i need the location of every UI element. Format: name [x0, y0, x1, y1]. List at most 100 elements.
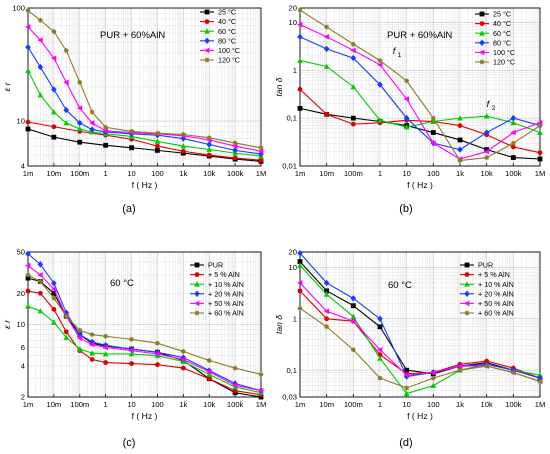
x-tick-label: 100k: [505, 169, 522, 178]
data-point: [37, 290, 43, 296]
data-point: [537, 129, 543, 135]
y-tick-label: 2: [21, 393, 25, 402]
data-point: [102, 127, 109, 134]
data-point: [324, 288, 330, 294]
legend-marker: [479, 30, 485, 36]
data-point: [37, 91, 44, 98]
x-axis-label: f ( Hz ): [132, 180, 158, 190]
chart-panel-3: 1m 10m 100m 1 10 100 1k 10k 100k 1M 2 4 6 10 20 50 f ( H…: [2, 248, 266, 421]
data-point: [324, 111, 330, 117]
x-tick-label: 1m: [23, 400, 34, 409]
series-line: [299, 36, 541, 151]
panel-annotation: PUR + 60%AlN: [387, 30, 452, 41]
series-line: [299, 252, 541, 379]
data-point: [377, 324, 383, 330]
y-tick-label: 4: [21, 361, 25, 370]
data-point: [25, 303, 31, 309]
x-tick-label: 1M: [256, 169, 267, 178]
data-point: [103, 333, 109, 339]
legend-label: 60 °C: [493, 29, 511, 38]
data-point: [77, 327, 83, 333]
data-point: [297, 249, 303, 257]
data-point: [154, 349, 161, 356]
y-tick-label: 10: [289, 263, 297, 272]
data-point: [76, 105, 83, 111]
data-point: [377, 375, 383, 381]
data-point: [232, 140, 238, 146]
y-tick-label: 10: [17, 320, 25, 329]
data-point: [297, 21, 303, 28]
data-point: [510, 129, 516, 136]
data-point: [510, 155, 516, 160]
x-axis-label: f ( Hz ): [407, 180, 433, 190]
data-point: [25, 275, 31, 281]
frequency-annotation-subscript: 2: [492, 105, 496, 112]
y-tick-label: 50: [17, 248, 25, 257]
data-point: [484, 147, 490, 153]
data-point: [483, 113, 490, 119]
data-point: [510, 370, 516, 375]
data-point: [537, 372, 543, 378]
y-axis-label: tan δ: [274, 77, 284, 96]
x-tick-label: 10: [402, 400, 410, 409]
data-point: [51, 109, 57, 115]
legend-label: 100 °C: [218, 46, 240, 55]
legend-marker: [194, 262, 200, 268]
y-tick-label: 20: [17, 289, 25, 298]
data-point: [350, 313, 357, 320]
data-point: [51, 280, 57, 287]
x-tick-label: 1: [104, 169, 108, 178]
legend-label: + 5 % AlN: [208, 270, 240, 279]
y-tick-label: 100: [12, 4, 25, 13]
data-point: [430, 118, 437, 124]
x-tick-label: 10m: [46, 400, 61, 409]
data-point: [404, 385, 410, 391]
y-tick-label: 0,1: [286, 366, 297, 375]
data-point: [457, 115, 463, 121]
legend-marker: [464, 262, 470, 268]
data-point: [297, 105, 303, 111]
data-point: [457, 367, 463, 373]
legend-label: PUR: [478, 261, 493, 270]
panel-caption: (d): [399, 437, 412, 449]
data-point: [77, 139, 83, 145]
series-4: [297, 33, 543, 153]
series-3: [25, 303, 264, 396]
series-line: [299, 24, 541, 160]
data-point: [350, 41, 356, 47]
x-tick-label: 1M: [535, 400, 546, 409]
data-point: [37, 63, 44, 71]
x-tick-label: 10k: [481, 169, 493, 178]
data-point: [89, 120, 95, 126]
data-point: [89, 357, 95, 362]
data-point: [206, 368, 212, 375]
series-3: [297, 57, 543, 135]
data-point: [103, 360, 109, 365]
data-point: [457, 363, 463, 369]
series-line: [299, 290, 541, 379]
data-point: [324, 24, 330, 30]
series-2: [25, 119, 264, 163]
data-point: [63, 334, 70, 340]
x-tick-label: 10k: [481, 400, 493, 409]
data-point: [404, 78, 410, 84]
data-point: [128, 347, 134, 354]
data-point: [25, 67, 31, 73]
x-tick-label: 10k: [203, 169, 215, 178]
x-tick-label: 100: [151, 169, 164, 178]
chart-panel-1: 1m 10m 100m 1 10 100 1k 10k 100k 1M 4 10 100 f ( Hz )…: [2, 4, 266, 190]
legend-marker: [204, 37, 210, 44]
y-axis-label: tan δ: [274, 315, 284, 334]
data-point: [63, 313, 69, 319]
panel-caption: (b): [399, 203, 412, 215]
data-point: [323, 279, 330, 287]
x-tick-label: 100m: [70, 169, 89, 178]
x-tick-label: 100m: [344, 169, 363, 178]
data-point: [50, 55, 57, 61]
data-point: [258, 148, 264, 155]
data-point: [350, 115, 356, 121]
data-point: [37, 307, 44, 314]
x-tick-label: 10m: [319, 400, 334, 409]
data-point: [129, 128, 134, 134]
